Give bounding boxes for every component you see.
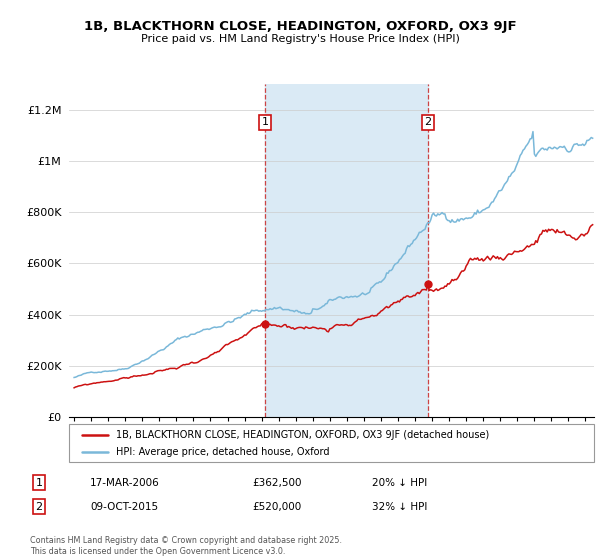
Bar <box>265 84 428 417</box>
Text: 1: 1 <box>35 478 43 488</box>
Text: 20% ↓ HPI: 20% ↓ HPI <box>372 478 427 488</box>
Text: £520,000: £520,000 <box>252 502 301 512</box>
FancyBboxPatch shape <box>69 424 594 462</box>
Text: HPI: Average price, detached house, Oxford: HPI: Average price, detached house, Oxfo… <box>116 447 330 457</box>
Text: 2: 2 <box>35 502 43 512</box>
Text: £362,500: £362,500 <box>252 478 302 488</box>
Text: Contains HM Land Registry data © Crown copyright and database right 2025.
This d: Contains HM Land Registry data © Crown c… <box>30 536 342 556</box>
Text: 32% ↓ HPI: 32% ↓ HPI <box>372 502 427 512</box>
Text: 1B, BLACKTHORN CLOSE, HEADINGTON, OXFORD, OX3 9JF (detached house): 1B, BLACKTHORN CLOSE, HEADINGTON, OXFORD… <box>116 430 490 440</box>
Text: 09-OCT-2015: 09-OCT-2015 <box>90 502 158 512</box>
Text: Price paid vs. HM Land Registry's House Price Index (HPI): Price paid vs. HM Land Registry's House … <box>140 34 460 44</box>
Text: 17-MAR-2006: 17-MAR-2006 <box>90 478 160 488</box>
Text: 1: 1 <box>262 118 269 128</box>
Text: 2: 2 <box>425 118 432 128</box>
Text: 1B, BLACKTHORN CLOSE, HEADINGTON, OXFORD, OX3 9JF: 1B, BLACKTHORN CLOSE, HEADINGTON, OXFORD… <box>83 20 517 32</box>
